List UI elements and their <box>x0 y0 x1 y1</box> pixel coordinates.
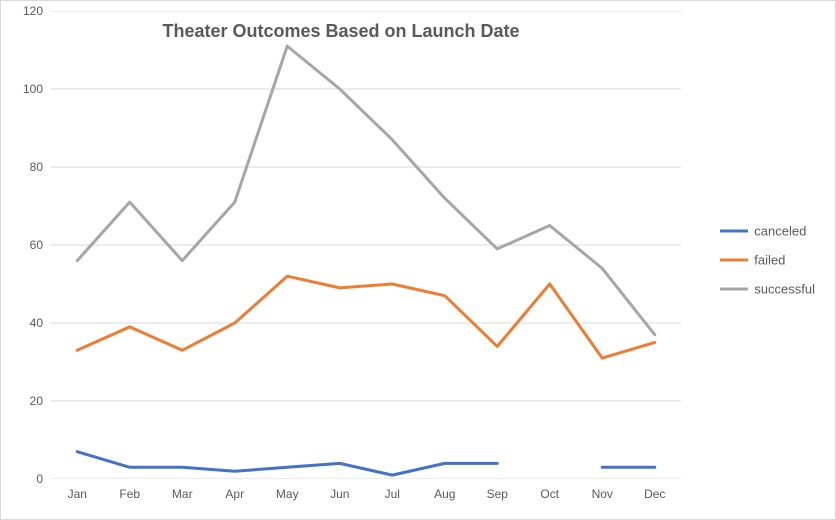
legend-item-successful: successful <box>720 282 815 297</box>
legend-label: failed <box>754 253 785 268</box>
legend-swatch <box>720 288 748 291</box>
x-tick-label: Jan <box>57 487 97 501</box>
legend-label: canceled <box>754 224 806 239</box>
legend-label: successful <box>754 282 815 297</box>
legend-swatch <box>720 230 748 233</box>
y-tick-label: 100 <box>23 82 43 96</box>
legend: canceled failed successful <box>720 224 815 297</box>
y-tick-label: 80 <box>30 160 43 174</box>
x-tick-label: Apr <box>215 487 255 501</box>
y-tick-label: 120 <box>23 4 43 18</box>
chart-container: Theater Outcomes Based on Launch Date 02… <box>0 0 836 520</box>
x-tick-label: May <box>267 487 307 501</box>
legend-item-failed: failed <box>720 253 815 268</box>
x-tick-label: Jul <box>372 487 412 501</box>
y-tick-label: 0 <box>36 472 43 486</box>
series-line-failed <box>77 276 655 358</box>
plot-area <box>51 11 681 479</box>
legend-item-canceled: canceled <box>720 224 815 239</box>
x-tick-label: Dec <box>635 487 675 501</box>
legend-swatch <box>720 259 748 262</box>
x-tick-label: Nov <box>582 487 622 501</box>
x-tick-label: Mar <box>162 487 202 501</box>
x-tick-label: Oct <box>530 487 570 501</box>
x-tick-label: Feb <box>110 487 150 501</box>
y-tick-label: 20 <box>30 394 43 408</box>
y-tick-label: 60 <box>30 238 43 252</box>
x-tick-label: Aug <box>425 487 465 501</box>
y-tick-label: 40 <box>30 316 43 330</box>
series-line-canceled <box>77 452 497 475</box>
x-tick-label: Jun <box>320 487 360 501</box>
x-tick-label: Sep <box>477 487 517 501</box>
